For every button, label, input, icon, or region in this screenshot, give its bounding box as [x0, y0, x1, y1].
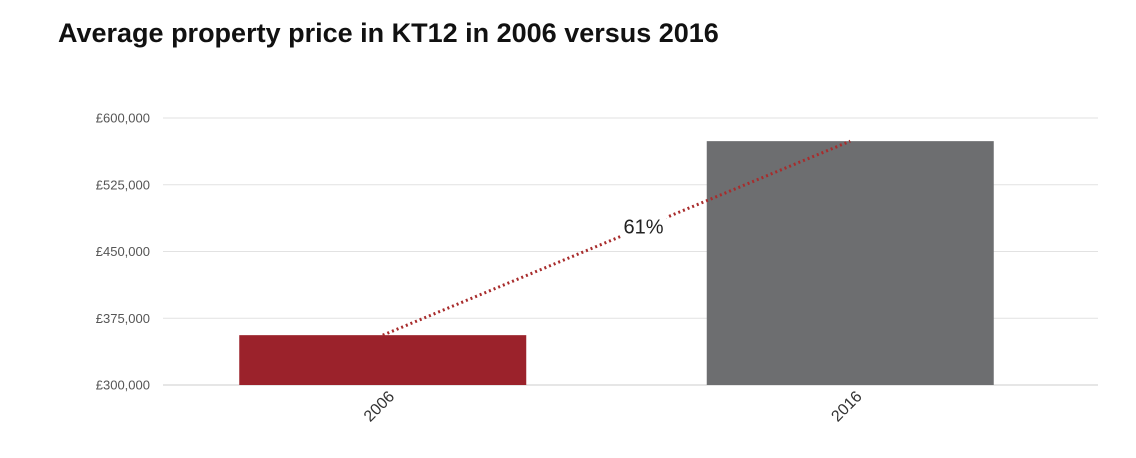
y-tick-label: £525,000	[96, 177, 150, 192]
growth-label: 61%	[624, 217, 664, 239]
y-tick-label: £375,000	[96, 311, 150, 326]
growth-line	[382, 139, 851, 337]
x-tick-label: 2016	[828, 388, 865, 425]
growth-annotation: 61%	[382, 139, 851, 337]
bars	[239, 141, 994, 385]
y-tick-label: £450,000	[96, 244, 150, 259]
y-axis-ticks: £300,000 £375,000 £450,000 £525,000 £600,000	[96, 111, 150, 393]
x-axis-labels: 2006 2016	[361, 388, 866, 425]
chart-title: Average property price in KT12 in 2006 v…	[58, 18, 719, 48]
y-tick-label: £600,000	[96, 111, 150, 126]
growth-label-bg	[620, 212, 667, 241]
y-tick-label: £300,000	[96, 378, 150, 393]
bar-2006	[239, 335, 527, 385]
x-tick-label: 2006	[361, 388, 398, 425]
bar-2016	[706, 141, 994, 385]
